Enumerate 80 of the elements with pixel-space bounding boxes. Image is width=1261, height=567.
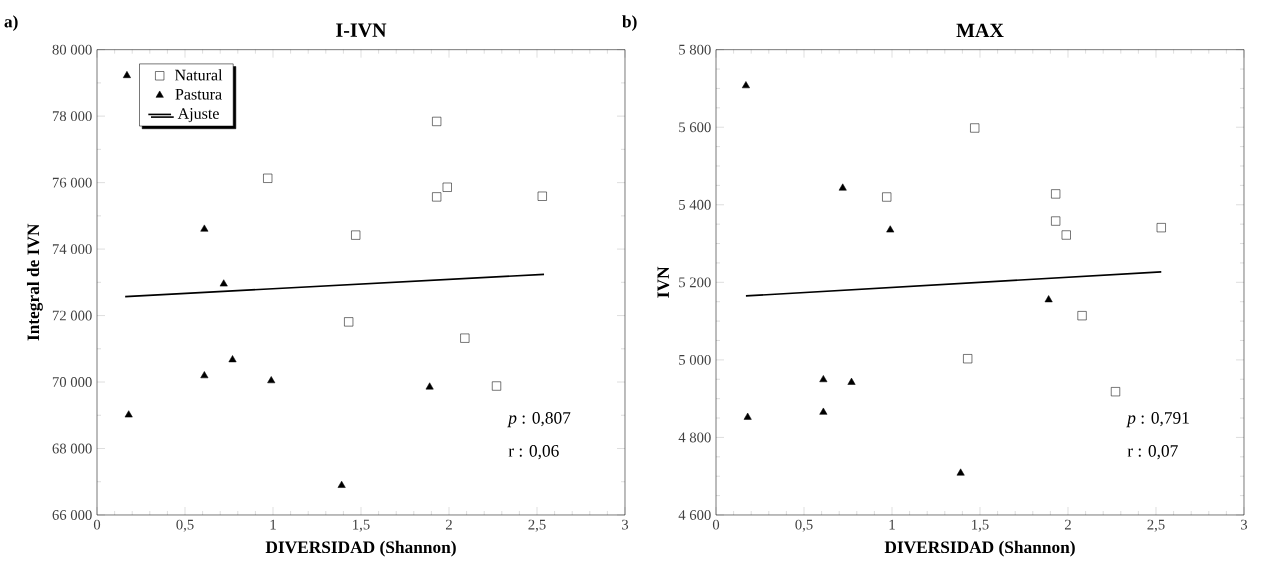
y-tick-label: 5 600 — [679, 122, 711, 133]
legend-label: Natural — [175, 69, 223, 81]
point — [344, 317, 354, 327]
y-tick-label: 4 800 — [678, 432, 711, 443]
y-tick-label: 70 000 — [52, 377, 92, 387]
point — [1077, 311, 1087, 321]
annotation: p : 0,807 — [507, 411, 571, 428]
x-tick-label: 3 — [1241, 519, 1248, 530]
point — [819, 375, 828, 383]
point — [537, 191, 547, 201]
point — [886, 225, 895, 233]
point — [228, 355, 237, 363]
y-tick-label: 5 800 — [679, 44, 711, 55]
point — [741, 81, 750, 89]
y-tick-label: 66 000 — [52, 510, 92, 520]
point — [263, 173, 273, 183]
y-tick-label: 5 200 — [679, 277, 711, 288]
point — [956, 468, 965, 476]
point — [200, 371, 209, 379]
x-tick-label: 0 — [93, 519, 101, 530]
point — [1051, 189, 1061, 199]
point — [743, 412, 752, 420]
point — [1044, 295, 1053, 303]
point — [1051, 216, 1061, 226]
x-tick-label: 0,5 — [176, 519, 194, 532]
x-tick-label: 1 — [270, 519, 276, 530]
y-tick-label: 5 400 — [679, 199, 711, 210]
point — [1061, 230, 1071, 240]
x-axis-title: DIVERSIDAD (Shannon) — [884, 540, 1075, 557]
point — [460, 333, 470, 343]
point — [1156, 223, 1166, 233]
point — [838, 183, 847, 191]
point — [1110, 387, 1121, 397]
legend-label: Ajuste — [177, 108, 219, 123]
legend-label: Pastura — [175, 88, 222, 100]
x-tick-label: 0,5 — [795, 519, 813, 532]
y-tick-label: 74 000 — [52, 244, 92, 255]
point — [337, 480, 346, 488]
y-tick-label: 72 000 — [52, 310, 92, 321]
x-tick-label: 3 — [622, 519, 629, 530]
point — [819, 407, 828, 415]
y-tick-label: 78 000 — [52, 111, 92, 122]
annotation: r : 0,06 — [508, 445, 559, 460]
x-tick-label: 2 — [1064, 519, 1071, 530]
y-tick-label: 80 000 — [52, 44, 92, 55]
point — [882, 192, 892, 202]
x-axis-title: DIVERSIDAD (Shannon) — [265, 540, 456, 557]
point — [491, 381, 502, 391]
point — [124, 410, 133, 418]
chart-title: I-IVN — [336, 23, 387, 37]
y-tick-label: 5 000 — [679, 354, 711, 365]
x-tick-label: 2 — [445, 519, 452, 530]
x-tick-label: 2,5 — [1147, 519, 1165, 532]
x-tick-label: 1,5 — [353, 519, 370, 532]
point — [970, 123, 980, 133]
point — [200, 224, 209, 232]
point — [219, 279, 228, 287]
point — [442, 182, 452, 192]
point — [432, 116, 442, 126]
annotation: p : 0,791 — [1126, 411, 1189, 428]
point — [847, 377, 856, 385]
y-axis-title: IVN — [657, 266, 670, 298]
y-tick-label: 4 600 — [678, 510, 711, 520]
point — [122, 71, 131, 78]
y-axis-title: Integral de IVN — [26, 223, 43, 341]
x-tick-label: 1,5 — [972, 519, 989, 532]
chart-title: MAX — [956, 23, 1004, 37]
text: a) — [4, 15, 18, 31]
x-tick-label: 2,5 — [528, 519, 546, 532]
point — [432, 192, 442, 202]
text: b) — [622, 15, 637, 31]
point — [425, 382, 434, 390]
y-tick-label: 76 000 — [52, 177, 92, 188]
x-tick-label: 1 — [889, 519, 895, 530]
y-tick-label: 68 000 — [52, 443, 92, 454]
point — [267, 376, 276, 384]
point — [351, 230, 361, 240]
point — [963, 354, 973, 364]
annotation: r : 0,07 — [1127, 445, 1178, 460]
x-tick-label: 0 — [712, 519, 720, 530]
